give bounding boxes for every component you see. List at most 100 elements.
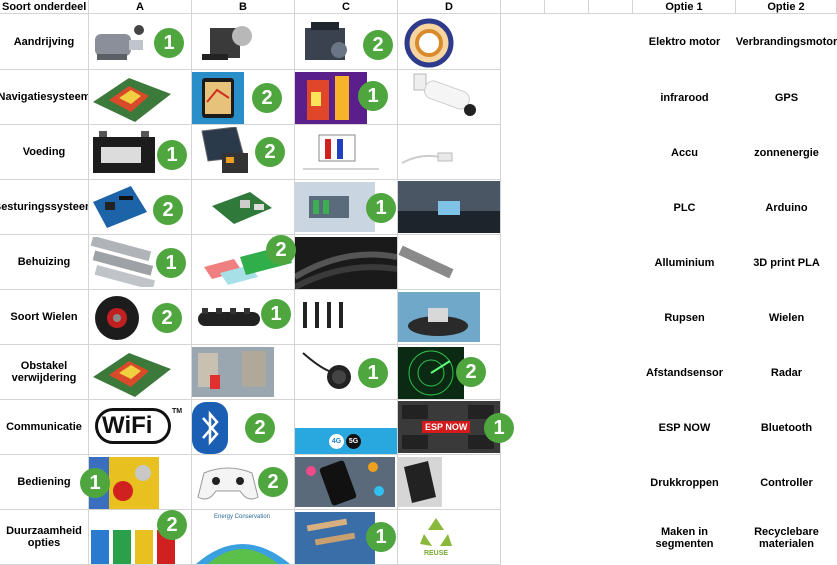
cell-wielen-a[interactable]	[89, 290, 192, 345]
badge-behuizing-a: 1	[156, 248, 186, 278]
badge-navigatie-c: 1	[358, 81, 388, 111]
distance-sensor-image	[302, 352, 351, 389]
option2-bediening: Controller	[760, 476, 813, 489]
energy-globe-image	[196, 544, 290, 564]
option1-bediening: Drukkroppen	[650, 476, 719, 489]
diagram-image	[303, 134, 379, 170]
header-col-c: C	[295, 0, 398, 14]
badge-wielen-b: 1	[261, 299, 291, 329]
track-image	[198, 308, 260, 326]
controller-icon	[197, 467, 259, 500]
street-scene-image	[192, 347, 274, 397]
reuse-text: REUSE	[423, 550, 449, 557]
badge-duurzaamheid-c: 1	[366, 522, 396, 552]
cell-navigatie-b[interactable]	[192, 70, 295, 125]
header-empty-3	[589, 0, 633, 14]
cell-obstakel-b[interactable]	[192, 345, 295, 400]
stator-image	[404, 18, 454, 68]
badge-behuizing-b: 2	[266, 235, 296, 265]
cell-besturing-b[interactable]	[192, 180, 295, 235]
option2-behuizing: 3D print PLA	[753, 256, 820, 269]
hovercraft-image	[398, 292, 480, 342]
cell-behuizing-d[interactable]	[398, 235, 501, 290]
suction-legs-image	[303, 302, 343, 328]
cell-aandrijving-d[interactable]	[398, 14, 501, 70]
row-label-communicatie[interactable]: Communicatie	[0, 400, 89, 455]
option2-wielen: Wielen	[768, 311, 805, 324]
row-label-bediening[interactable]: Bediening	[0, 455, 89, 510]
badge-besturing-a: 2	[153, 195, 183, 225]
recycle-icon	[420, 518, 452, 546]
cell-voeding-d[interactable]	[398, 125, 501, 180]
terrain-map-image	[93, 78, 171, 122]
option2-duurzaamheid: Recyclebare materialen	[754, 525, 819, 550]
cell-communicatie-d[interactable]: ESP NOW	[398, 400, 501, 455]
badge-aandrijving-a: 1	[154, 28, 184, 58]
header-option1: Optie 1	[633, 0, 736, 14]
row-label-soort-wielen[interactable]: Soort Wielen	[0, 290, 89, 345]
row-label-aandrijving[interactable]: Aandrijving	[0, 14, 89, 70]
cell-duurzaamheid-b[interactable]: Energy Conservation	[192, 510, 295, 565]
camera-image	[413, 73, 476, 116]
raspberry-pi-image	[212, 192, 272, 224]
wifi-logo-text: WiFi	[102, 412, 153, 439]
row-label-navigatiesysteem[interactable]: Navigatiesysteem	[0, 70, 89, 125]
row-label-besturingssysteem[interactable]: Besturingssysteem	[0, 180, 89, 235]
cell-behuizing-c[interactable]	[295, 235, 398, 290]
badge-obstakel-c: 1	[358, 358, 388, 388]
option2-voeding: zonnenergie	[754, 146, 819, 159]
steel-rod-image	[398, 245, 454, 279]
row-label-voeding[interactable]: Voeding	[0, 125, 89, 180]
bluetooth-icon	[192, 402, 228, 454]
header-category: Soort onderdeel	[0, 0, 89, 14]
gps-phone-image	[192, 72, 244, 124]
cell-communicatie-a[interactable]: WiFi TM	[89, 400, 192, 455]
header-col-d: D	[398, 0, 501, 14]
cell-wielen-c[interactable]	[295, 290, 398, 345]
infrared-image	[295, 72, 367, 124]
recycle-bins-image	[91, 530, 175, 564]
option2-aandrijving: Verbrandingsmotor	[735, 36, 837, 48]
joystick-image	[398, 457, 442, 507]
cell-obstakel-a[interactable]	[89, 345, 192, 400]
cell-aandrijving-b[interactable]	[192, 14, 295, 70]
cell-duurzaamheid-d[interactable]: REUSE	[398, 510, 501, 565]
car-dashboard-image	[398, 181, 500, 233]
esp-now-label: ESP NOW	[422, 421, 471, 433]
header-empty-1	[501, 0, 545, 14]
cell-navigatie-d[interactable]	[398, 70, 501, 125]
wheel-image	[95, 296, 139, 340]
option1-communicatie: ESP NOW	[658, 421, 711, 434]
badge-4g: 4G	[329, 434, 344, 449]
cell-communicatie-b[interactable]	[192, 400, 295, 455]
row-label-duurzaamheid[interactable]: Duurzaamheid opties	[0, 510, 89, 565]
badge-bediening-a: 1	[80, 468, 110, 498]
row-label-obstakel-verwijdering[interactable]: Obstakel verwijdering	[0, 345, 89, 400]
option1-behuizing: Alluminium	[654, 256, 715, 269]
option2-besturing: Arduino	[765, 201, 808, 214]
badge-voeding-a: 1	[157, 140, 187, 170]
wifi-tm-text: TM	[172, 408, 183, 415]
carbon-fiber-image	[295, 237, 397, 289]
cell-voeding-c[interactable]	[295, 125, 398, 180]
cell-besturing-d[interactable]	[398, 180, 501, 235]
badge-obstakel-d: 2	[456, 357, 486, 387]
cell-wielen-d[interactable]	[398, 290, 501, 345]
badge-aandrijving-c: 2	[363, 30, 393, 60]
aluminium-profiles-image	[90, 237, 156, 287]
servo-motor-image	[202, 26, 252, 60]
option1-besturing: PLC	[673, 201, 696, 214]
badge-5g: 5G	[346, 434, 361, 449]
option1-duurzaamheid: Maken in segmenten	[655, 525, 714, 550]
cell-communicatie-c[interactable]: 4G 5G	[295, 400, 398, 455]
cell-navigatie-a[interactable]	[89, 70, 192, 125]
solar-panel-image	[201, 127, 248, 173]
cell-bediening-c[interactable]	[295, 455, 398, 510]
cell-bediening-d[interactable]	[398, 455, 501, 510]
option1-aandrijving: Elektro motor	[648, 36, 721, 48]
segments-image	[295, 512, 375, 564]
badge-bediening-b: 2	[258, 467, 288, 497]
row-label-behuizing[interactable]: Behuizing	[0, 235, 89, 290]
combustion-engine-image	[305, 22, 347, 60]
plc-image	[295, 182, 375, 232]
